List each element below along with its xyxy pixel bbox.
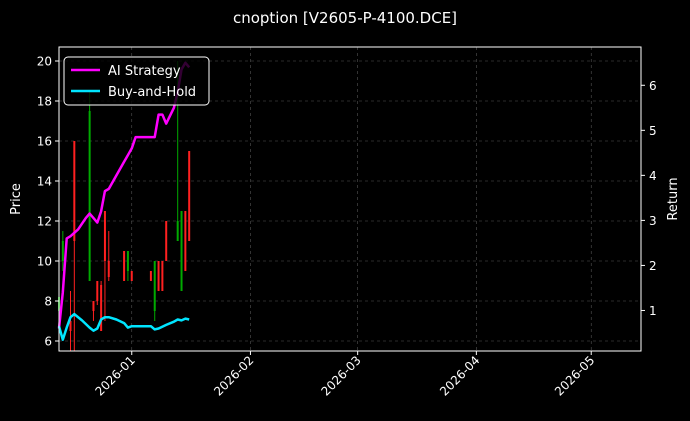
candle-body	[176, 221, 179, 241]
legend-box	[63, 56, 210, 106]
y-tick-label: 6	[44, 335, 52, 349]
y-tick-label: 8	[44, 295, 52, 309]
y-tick-label: 18	[37, 95, 52, 109]
return-series	[57, 61, 191, 341]
candle-body	[149, 271, 152, 281]
y2-tick-label: 1	[649, 304, 657, 318]
candle-body	[107, 261, 110, 277]
candle-body	[88, 111, 91, 281]
candle-body	[126, 251, 129, 271]
legend-label-ai-strategy: AI Strategy	[108, 64, 181, 79]
y-tick-label: 10	[37, 255, 52, 269]
y-tick-label: 12	[37, 215, 52, 229]
candle-body	[123, 251, 126, 281]
plot-frame	[58, 46, 642, 352]
series-line-buy-and-hold	[57, 312, 190, 341]
y-tick-label: 20	[37, 55, 52, 69]
legend-label-buy-and-hold: Buy-and-Hold	[108, 85, 196, 100]
y2-tick-label: 4	[649, 169, 657, 183]
y-tick-label: 16	[37, 135, 52, 149]
y2-tick-label: 5	[649, 124, 657, 138]
y2-axis-label: Return	[666, 177, 681, 220]
legend: AI Strategy Buy-and-Hold	[63, 56, 210, 106]
candle-body	[61, 241, 64, 261]
y-axis-ticks: 6 8 10 12 14 16 18 20	[37, 55, 59, 349]
chart-title: cnoption [V2605-P-4100.DCE]	[233, 9, 457, 27]
y-tick-label: 14	[37, 175, 52, 189]
candle-body	[188, 151, 191, 241]
candle-body	[92, 301, 95, 311]
candle-body	[153, 261, 156, 311]
candle-body	[96, 281, 99, 301]
candle-body	[165, 221, 168, 261]
y2-tick-label: 6	[649, 79, 657, 93]
candle-body	[130, 271, 133, 281]
candle-body	[69, 321, 72, 331]
candle-body	[100, 285, 103, 331]
candle-body	[184, 211, 187, 271]
candle-body	[161, 261, 164, 291]
candle-body	[180, 211, 183, 291]
y-axis-label: Price	[9, 183, 24, 215]
series-line-ai-strategy	[57, 61, 191, 329]
y2-axis-ticks: 1 2 3 4 5 6	[641, 79, 657, 318]
candle-body	[73, 141, 76, 241]
candle-body	[157, 261, 160, 291]
y2-tick-label: 3	[649, 214, 657, 228]
candle-body	[103, 211, 106, 261]
y2-tick-label: 2	[649, 259, 657, 273]
